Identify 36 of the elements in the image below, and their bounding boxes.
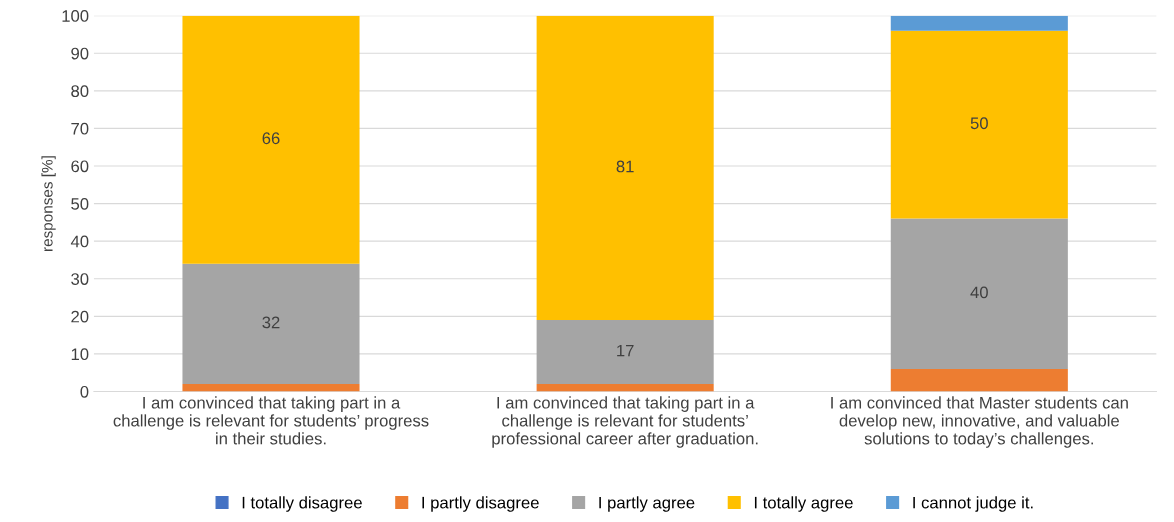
legend-label: I partly disagree xyxy=(422,496,539,512)
y-tick-label: 80 xyxy=(71,85,89,98)
y-tick-label: 10 xyxy=(71,348,89,361)
x-tick-label: I am convinced that Master students can develop new, innovative, and valuable solutions to today’s challenges. xyxy=(831,396,1128,448)
legend-label: I cannot judge it. xyxy=(913,496,1033,512)
y-tick-label: 100 xyxy=(62,10,89,22)
bar xyxy=(890,15,1068,31)
data-label: 17 xyxy=(617,344,634,357)
y-tick-label: 90 xyxy=(71,47,89,60)
y-tick-label: 20 xyxy=(71,310,89,323)
data-label: 81 xyxy=(616,160,634,173)
y-axis-title: responses [%] xyxy=(41,156,56,251)
bar xyxy=(182,263,360,384)
data-label: 32 xyxy=(262,316,280,329)
x-tick-label: I am convinced that taking part in a challenge is relevant for students’ professional career after graduation. xyxy=(492,396,758,448)
data-label: 66 xyxy=(262,132,280,145)
bar xyxy=(536,383,714,392)
legend-label: I partly agree xyxy=(599,496,695,512)
legend-label: I totally disagree xyxy=(242,496,362,512)
data-label: 40 xyxy=(970,286,988,299)
data-label: 50 xyxy=(970,117,988,130)
x-tick-label: I am convinced that taking part in a challenge is relevant for students’ progress in their studies. xyxy=(113,396,429,445)
bar xyxy=(890,368,1068,392)
y-tick-label: 40 xyxy=(70,235,89,248)
bar xyxy=(536,320,714,384)
bar xyxy=(536,15,714,321)
y-tick-label: 50 xyxy=(71,197,89,210)
bar xyxy=(890,218,1068,369)
bar xyxy=(182,383,360,392)
y-tick-label: 30 xyxy=(71,273,89,285)
y-tick-label: 60 xyxy=(71,160,89,173)
legend-label: I totally agree xyxy=(754,496,853,512)
bar xyxy=(182,15,360,264)
y-tick-label: 0 xyxy=(80,385,89,398)
bar xyxy=(890,30,1068,219)
y-tick-label: 70 xyxy=(71,122,89,135)
